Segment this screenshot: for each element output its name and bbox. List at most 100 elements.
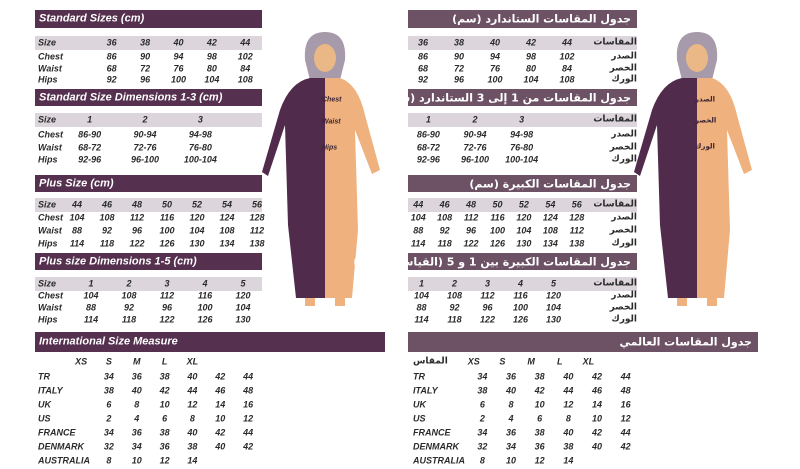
section-title: جدول المقاسات الستاندارد (سم) [452,12,631,26]
cell: 36 [505,371,517,382]
section-title: Standard Sizes (cm) [39,12,145,25]
header-cell: 1 [88,278,94,289]
cell: 118 [99,238,115,249]
cell: 84 [561,63,573,73]
cell: 124 [219,212,235,223]
header-cell: XL [582,356,595,367]
cell: 90-94 [133,129,157,140]
cell: 108 [121,290,137,301]
header-cell: 1 [425,114,431,125]
cell: 40 [215,441,226,452]
cell: 44 [620,371,631,382]
header-cell: L [161,356,168,367]
cell: 114 [411,238,426,249]
cell: 34 [477,427,488,438]
header-cell: 48 [466,199,477,210]
header-label: المقاسات [593,278,637,289]
cell: 68-72 [78,142,102,152]
cell: 112 [129,212,145,223]
header-cell: 4 [517,278,524,289]
header-label: Size [38,278,57,289]
cell: 8 [189,413,195,424]
cell: 68 [417,63,429,73]
cell: 128 [569,212,585,223]
cell: 6 [479,399,485,410]
cell: 44 [243,371,254,382]
section-title: جدول المقاسات الكبيرة (سم) [469,177,631,190]
cell: 6 [537,413,543,424]
cell: 114 [69,238,85,249]
row-label: DENMARK [413,441,459,452]
section-title: جدول المقاسات من 1 إلى 3 الستاندارد (سم) [385,91,631,104]
cell: 126 [197,314,213,325]
cell: 44 [243,427,254,438]
cell: 8 [565,413,571,424]
cell: 104 [69,212,85,223]
row-label: Waist [38,225,62,236]
cell: 100 [512,302,529,313]
cell: 92-96 [416,154,440,165]
row-label: Chest [38,51,64,62]
cell: 48 [620,385,631,396]
section-title: Plus Size (cm) [39,177,114,189]
cell: 112 [159,290,175,301]
cell: 6 [162,413,168,424]
cell: 44 [620,427,631,438]
cell: 14 [187,455,198,466]
cell: 138 [249,238,265,249]
row-label: UK [413,399,426,410]
cell: 42 [620,441,631,452]
cell: 90-94 [463,129,487,140]
header-cell: 3 [484,278,491,289]
cell: 102 [237,51,253,62]
header-cell: 46 [101,199,113,210]
cell: 8 [134,399,140,410]
cell: 36 [159,441,170,452]
cell: 120 [235,290,251,301]
row-label: FRANCE [413,427,451,438]
cell: 14 [563,455,574,466]
cell: 72 [140,63,151,73]
cell: 32 [103,441,114,452]
cell: 104 [204,74,220,85]
section-title-bar [408,89,637,106]
cell: 42 [159,385,170,396]
cell: 12 [620,413,631,424]
cell: 10 [159,399,170,410]
cell: 112 [463,212,479,223]
cell: 10 [534,399,545,410]
cell: 36 [131,371,142,382]
header-cell: 52 [191,199,203,210]
header-cell: XS [75,356,88,367]
cell: 12 [563,399,574,410]
header-label: المقاس [413,356,448,367]
header-cell: 36 [106,37,117,48]
header-band [35,198,262,212]
cell: 104 [545,302,562,313]
cell: 8 [479,455,485,466]
cell: 12 [159,455,170,466]
row-label: Waist [38,63,62,73]
cell: 118 [121,314,137,325]
cell: 34 [505,441,517,452]
row-label: الخصر [609,63,637,73]
header-label: المقاسات [593,114,637,125]
cell: 12 [534,455,545,466]
cell: 120 [189,212,205,223]
cell: 96 [131,225,143,236]
cell: 96 [161,302,173,313]
cell: 116 [197,290,213,301]
cell: 92 [449,302,460,313]
cell: 10 [131,455,142,466]
row-label: الخصر [609,302,637,313]
cell: 32 [477,441,488,452]
cell: 96 [140,74,151,85]
header-cell: M [133,356,141,367]
cell: 112 [480,290,495,301]
section-title-bar [35,175,262,192]
row-label: AUSTRALIA [38,455,90,466]
header-band [35,113,262,127]
cell: 38 [103,385,114,396]
cell: 72-76 [463,142,487,152]
cell: 16 [620,399,631,410]
